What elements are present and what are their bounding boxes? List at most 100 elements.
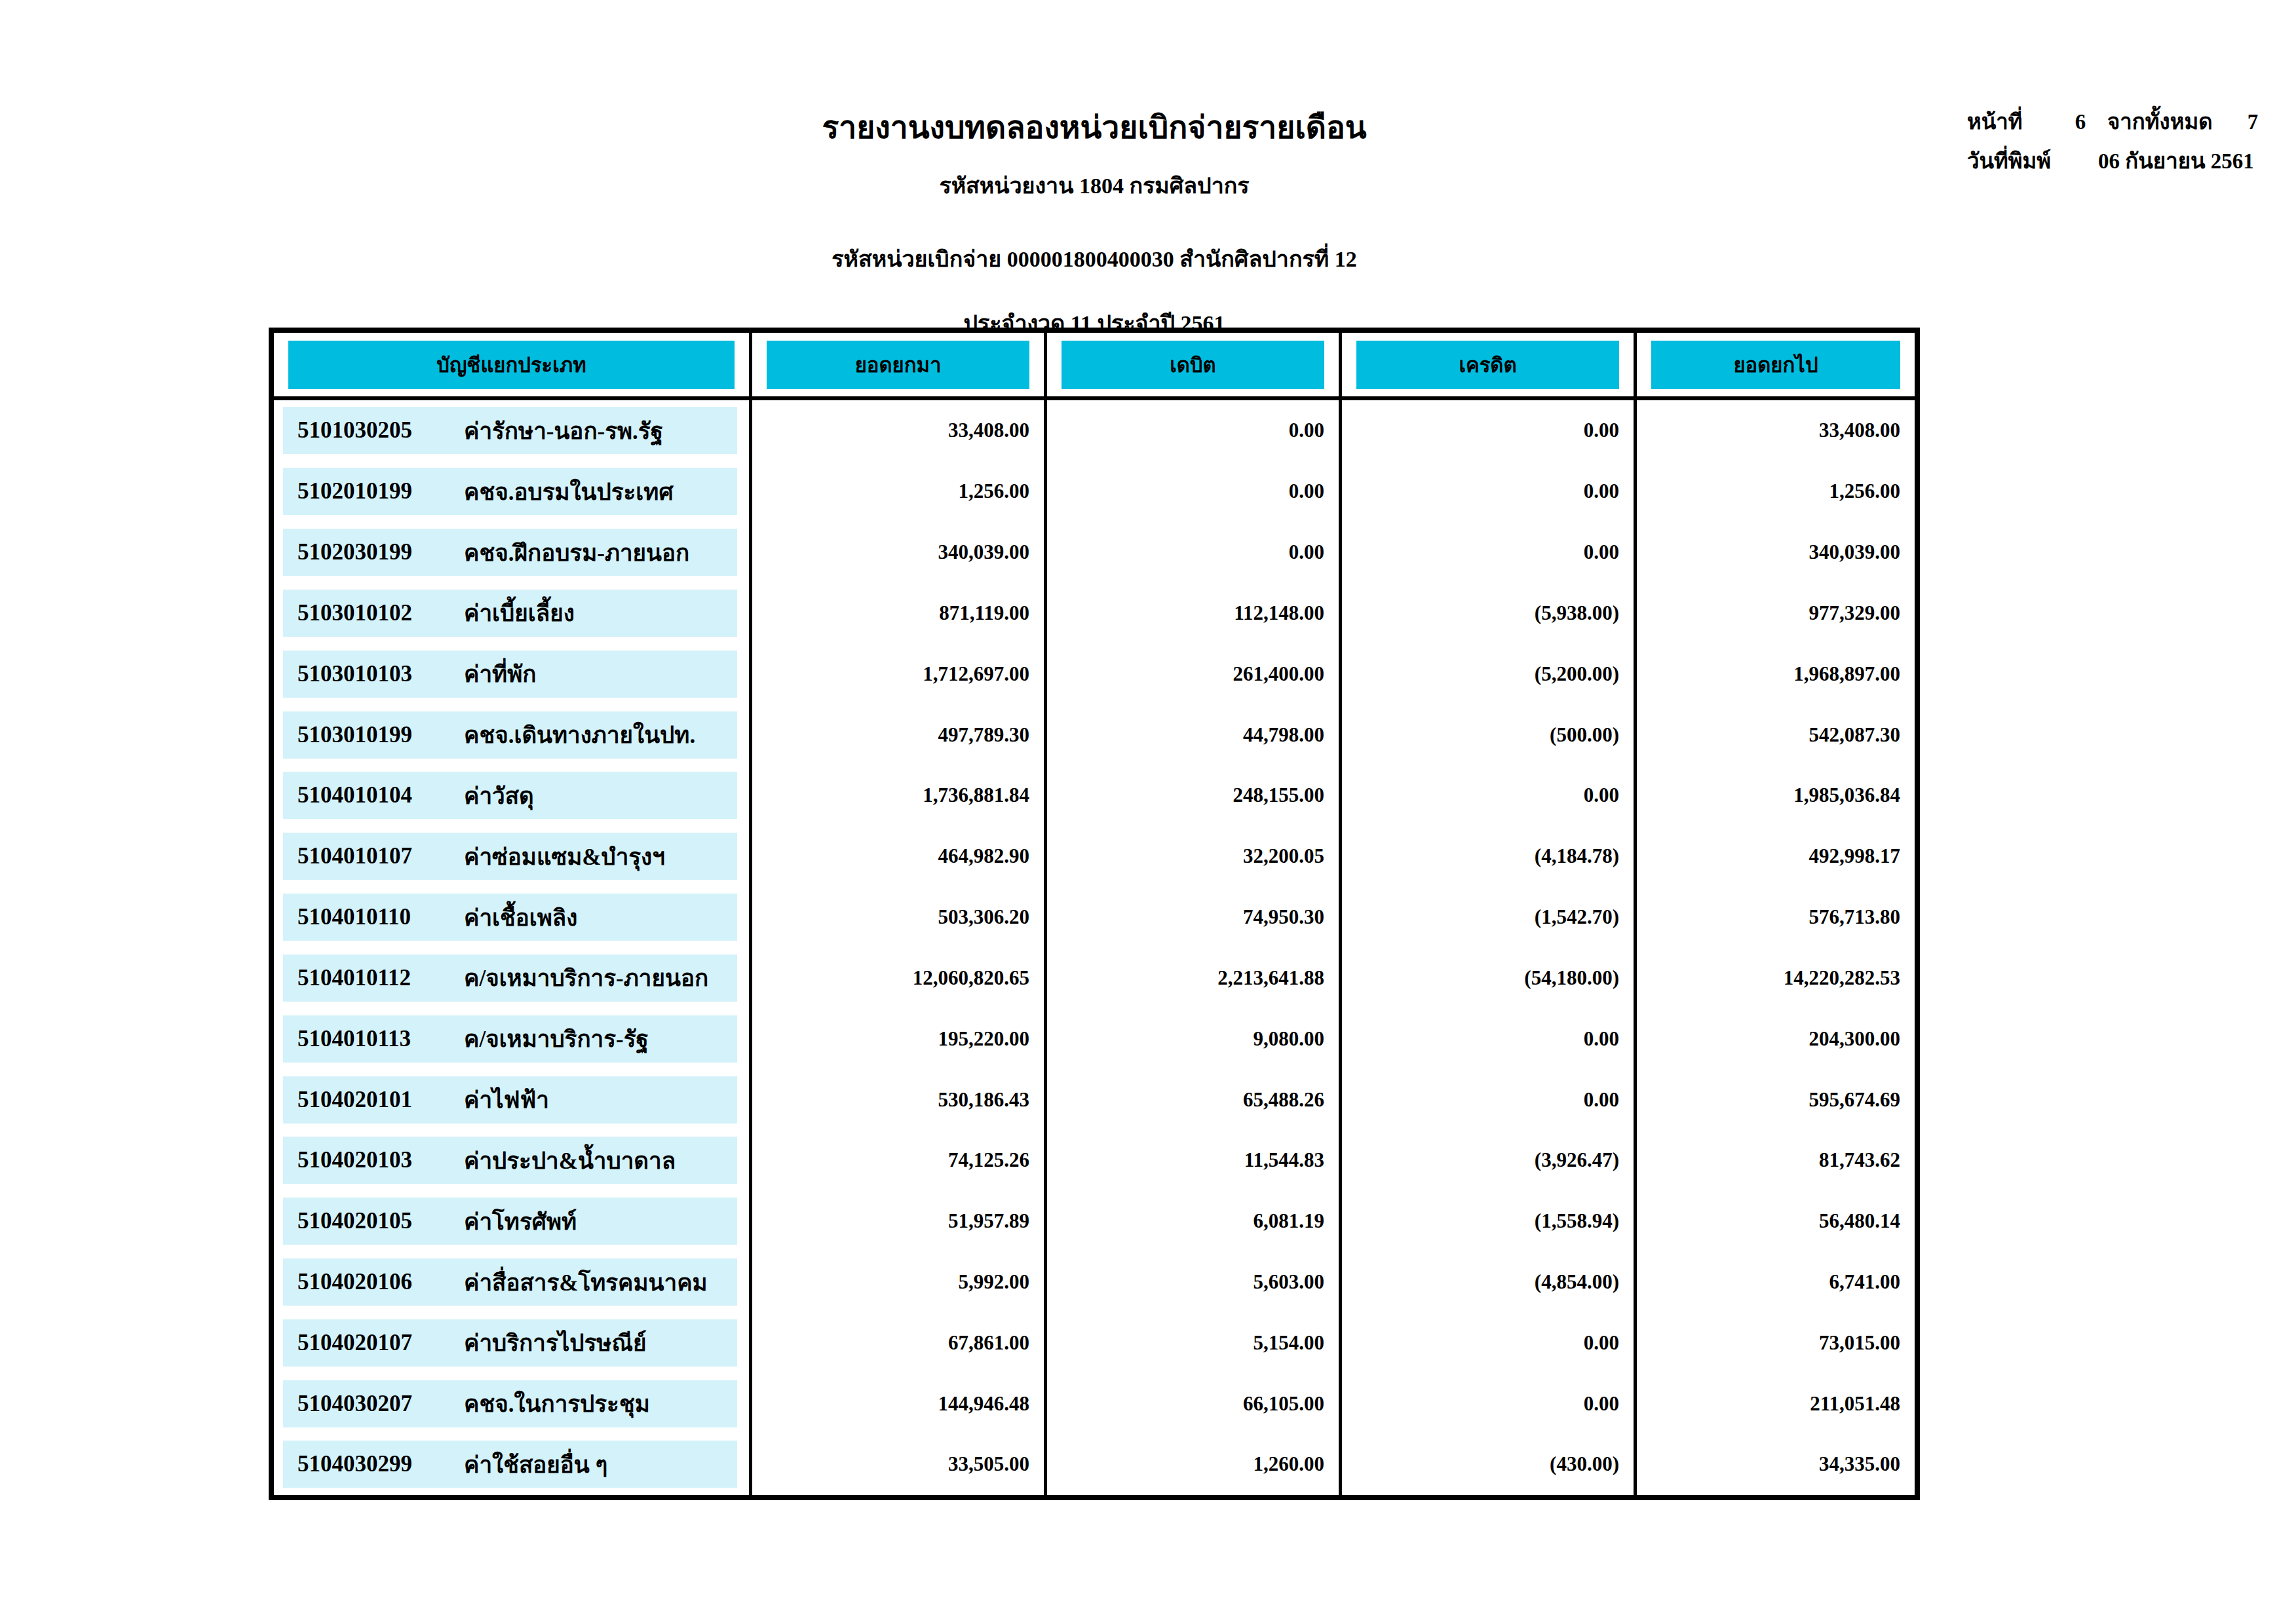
balance-value: 1,968,897.00 [1637, 643, 1915, 704]
account-name: ค่าประปา&น้ำบาดาล [464, 1142, 676, 1179]
account-cell: 5104010107ค่าซ่อมแซม&บำรุงฯ [274, 826, 752, 887]
debit-value: 5,154.00 [1047, 1312, 1342, 1373]
debit-value: 248,155.00 [1047, 765, 1342, 826]
debit-value: 1,260.00 [1047, 1434, 1342, 1495]
account-name: ค่าเบี้ยเลี้ยง [464, 595, 575, 631]
carry-forward-value: 530,186.43 [752, 1069, 1047, 1130]
account-name: คชจ.อบรมในประเทศ [464, 474, 674, 510]
balance-value: 34,335.00 [1637, 1434, 1915, 1495]
balance-value: 492,998.17 [1637, 826, 1915, 887]
account-code: 5104020105 [297, 1208, 436, 1234]
unit-code-line: รหัสหน่วยงาน 1804 กรมศิลปากร [269, 168, 1920, 203]
carry-forward-value: 1,256.00 [752, 461, 1047, 522]
account-band: 5102010199คชจ.อบรมในประเทศ [283, 468, 737, 515]
page-number-row: หน้าที่ 6 จากทั้งหมด 7 [1967, 110, 2272, 134]
credit-value: (500.00) [1342, 704, 1637, 765]
account-cell: 5104030299 ค่าใช้สอยอื่น ๆ [274, 1434, 752, 1495]
table-row: 5104020101ค่าไฟฟ้า530,186.4365,488.260.0… [274, 1069, 1915, 1130]
balance-value: 576,713.80 [1637, 887, 1915, 948]
table-row: 5104020103ค่าประปา&น้ำบาดาล 74,125.2611,5… [274, 1130, 1915, 1191]
carry-forward-value: 33,408.00 [752, 400, 1047, 461]
balance-value: 977,329.00 [1637, 582, 1915, 643]
credit-value: (1,542.70) [1342, 887, 1637, 948]
account-name: ค/จเหมาบริการ-รัฐ [464, 1021, 649, 1057]
balance-value: 340,039.00 [1637, 522, 1915, 583]
account-name: ค/จเหมาบริการ-ภายนอก [464, 960, 708, 996]
account-code: 5104010112 [297, 965, 436, 991]
column-header-4: ยอดยกไป [1637, 333, 1915, 396]
account-band: 5103010103ค่าที่พัก [283, 651, 737, 698]
account-code: 5102030199 [297, 539, 436, 565]
table-row: 5104020105ค่าโทรศัพท์51,957.896,081.19(1… [274, 1191, 1915, 1252]
account-cell: 5104010110ค่าเชื้อเพลิง [274, 887, 752, 948]
account-name: ค่าใช้สอยอื่น ๆ [464, 1446, 607, 1482]
account-cell: 5102010199คชจ.อบรมในประเทศ [274, 461, 752, 522]
debit-value: 0.00 [1047, 522, 1342, 583]
table-row: 5104010113ค/จเหมาบริการ-รัฐ195,220.009,0… [274, 1008, 1915, 1069]
debit-value: 112,148.00 [1047, 582, 1342, 643]
column-header-band: ยอดยกมา [767, 341, 1029, 389]
table-row: 5103010103ค่าที่พัก1,712,697.00261,400.0… [274, 643, 1915, 704]
credit-value: (1,558.94) [1342, 1191, 1637, 1252]
carry-forward-value: 51,957.89 [752, 1191, 1047, 1252]
account-code: 5101030205 [297, 417, 436, 444]
debit-value: 32,200.05 [1047, 826, 1342, 887]
account-band: 5104030207คชจ.ในการประชุม [283, 1380, 737, 1427]
carry-forward-value: 33,505.00 [752, 1434, 1047, 1495]
table-row: 5101030205ค่ารักษา-นอก-รพ.รัฐ33,408.000.… [274, 400, 1915, 461]
ledger-table: บัญชีแยกประเภทยอดยกมาเดบิตเครดิตยอดยกไป … [269, 328, 1920, 1500]
table-head: บัญชีแยกประเภท ยอดยกมา เดบิตเครดิตยอดยกไป [274, 333, 1915, 400]
debit-value: 44,798.00 [1047, 704, 1342, 765]
account-band: 5102030199คชจ.ฝึกอบรม-ภายนอก [283, 529, 737, 576]
total-pages-label: จากทั้งหมด [2107, 110, 2233, 134]
balance-value: 542,087.30 [1637, 704, 1915, 765]
total-pages: 7 [2233, 110, 2272, 134]
balance-value: 595,674.69 [1637, 1069, 1915, 1130]
account-name: ค่าซ่อมแซม&บำรุงฯ [464, 839, 665, 875]
account-cell: 5103010103ค่าที่พัก [274, 643, 752, 704]
account-band: 5104010113 ค/จเหมาบริการ-รัฐ [283, 1015, 737, 1063]
account-band: 5101030205ค่ารักษา-นอก-รพ.รัฐ [283, 407, 737, 454]
account-cell: 5104010113 ค/จเหมาบริการ-รัฐ [274, 1008, 752, 1069]
column-header-0: บัญชีแยกประเภท [274, 333, 752, 396]
carry-forward-value: 497,789.30 [752, 704, 1047, 765]
debit-value: 11,544.83 [1047, 1130, 1342, 1191]
account-name: คชจ.เดินทางภายในปท. [464, 717, 695, 753]
account-code: 5104010113 [297, 1026, 436, 1052]
carry-forward-value: 74,125.26 [752, 1130, 1047, 1191]
account-cell: 5104020105 ค่าโทรศัพท์ [274, 1191, 752, 1252]
account-band: 5104010107ค่าซ่อมแซม&บำรุงฯ [283, 833, 737, 880]
credit-value: 0.00 [1342, 1373, 1637, 1434]
column-header-2: เดบิต [1047, 333, 1342, 396]
print-date-label: วันที่พิมพ์ [1967, 149, 2098, 173]
account-name: ค่าเชื้อเพลิง [464, 899, 577, 935]
account-name: ค่าโทรศัพท์ [464, 1203, 577, 1239]
credit-value: (5,200.00) [1342, 643, 1637, 704]
balance-value: 1,256.00 [1637, 461, 1915, 522]
table-row: 5104010104ค่าวัสดุ1,736,881.84248,155.00… [274, 765, 1915, 826]
table-row: 5104030207คชจ.ในการประชุม144,946.4866,10… [274, 1373, 1915, 1434]
table-row: 5102010199คชจ.อบรมในประเทศ1,256.000.000.… [274, 461, 1915, 522]
credit-value: (4,184.78) [1342, 826, 1637, 887]
table-row: 5104030299 ค่าใช้สอยอื่น ๆ 33,505.001,260.… [274, 1434, 1915, 1495]
account-band: 5103010199คชจ.เดินทางภายในปท. [283, 711, 737, 759]
carry-forward-value: 195,220.00 [752, 1008, 1047, 1069]
account-code: 5104030207 [297, 1391, 436, 1417]
table-row: 5104010112 ค/จเหมาบริการ-ภายนอก 12,060,820… [274, 947, 1915, 1008]
credit-value: (54,180.00) [1342, 947, 1637, 1008]
debit-value: 0.00 [1047, 400, 1342, 461]
account-code: 5104030299 [297, 1451, 436, 1477]
account-band: 5104010110ค่าเชื้อเพลิง [283, 894, 737, 941]
account-cell: 5102030199คชจ.ฝึกอบรม-ภายนอก [274, 522, 752, 583]
credit-value: 0.00 [1342, 1312, 1637, 1373]
carry-forward-value: 12,060,820.65 [752, 947, 1047, 1008]
balance-value: 33,408.00 [1637, 400, 1915, 461]
debit-value: 74,950.30 [1047, 887, 1342, 948]
account-band: 5104010104ค่าวัสดุ [283, 772, 737, 819]
carry-forward-value: 340,039.00 [752, 522, 1047, 583]
column-header-3: เครดิต [1342, 333, 1637, 396]
balance-value: 14,220,282.53 [1637, 947, 1915, 1008]
disburse-code-line: รหัสหน่วยเบิกจ่าย 000001800400030 สำนักศ… [269, 241, 1920, 276]
account-band: 5103010102ค่าเบี้ยเลี้ยง [283, 590, 737, 637]
account-band: 5104020103ค่าประปา&น้ำบาดาล [283, 1137, 737, 1184]
